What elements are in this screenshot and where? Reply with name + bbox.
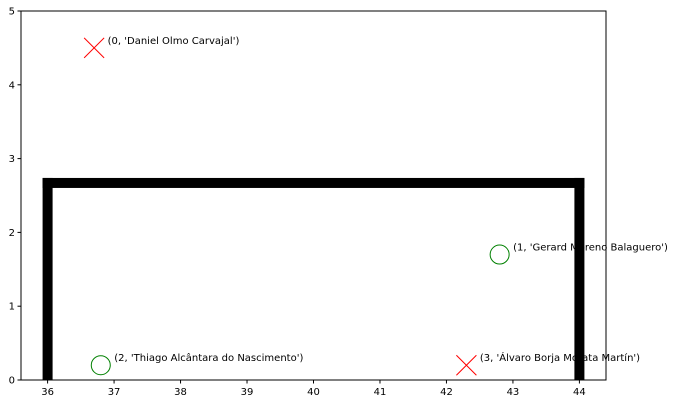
goal-frame (42, 177, 585, 380)
point-label: (1, 'Gerard Moreno Balaguero') (513, 243, 668, 254)
plot-area (21, 11, 606, 380)
x-tick-label: 43 (507, 387, 520, 398)
x-tick-label: 40 (307, 387, 320, 398)
y-axis-ticks: 0 1 2 3 4 5 (9, 7, 21, 387)
x-tick-label: 37 (108, 387, 121, 398)
point-label: (3, 'Álvaro Borja Morata Martín') (480, 351, 640, 364)
x-tick-label: 39 (241, 387, 254, 398)
point-circle-marker (489, 244, 510, 265)
y-tick-label: 3 (9, 154, 15, 165)
y-tick-label: 2 (9, 228, 15, 239)
y-tick-label: 0 (9, 376, 15, 387)
x-tick-label: 42 (440, 387, 453, 398)
point-circle-marker (90, 355, 111, 376)
y-tick-label: 1 (9, 302, 15, 313)
x-marker-stroke (456, 354, 477, 376)
point-label: (0, 'Daniel Olmo Carvajal') (108, 36, 240, 47)
y-tick-label: 4 (9, 80, 15, 91)
y-tick-label: 5 (9, 7, 15, 18)
point-x-marker (83, 37, 105, 59)
data-points (83, 37, 510, 376)
goal-crossbar (42, 177, 585, 188)
goal-right-post (574, 177, 585, 380)
goal-left-post (42, 177, 53, 380)
x-tick-label: 36 (41, 387, 54, 398)
x-tick-label: 38 (174, 387, 187, 398)
point-label: (2, 'Thiago Alcântara do Nascimento') (114, 352, 303, 364)
point-labels: (0, 'Daniel Olmo Carvajal') (1, 'Gerard M… (108, 36, 668, 364)
x-marker-stroke (83, 37, 105, 59)
x-tick-label: 44 (573, 387, 586, 398)
x-tick-label: 41 (374, 387, 387, 398)
x-axis-ticks: 36 37 38 39 40 41 42 43 44 (41, 380, 586, 398)
point-x-marker (456, 354, 477, 376)
